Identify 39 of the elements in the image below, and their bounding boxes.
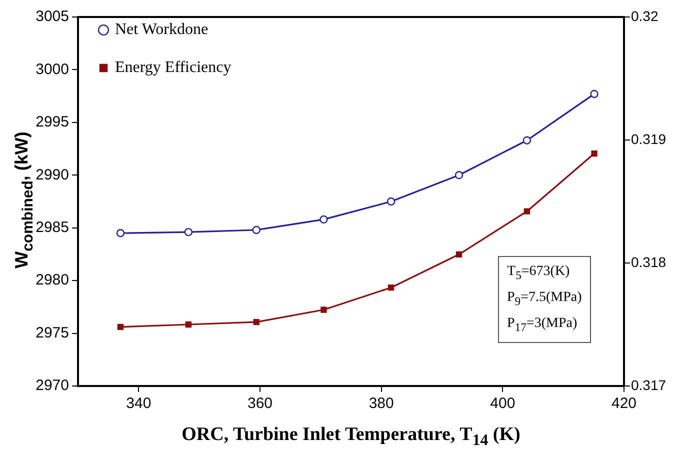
point (590, 90, 598, 98)
x-tick-label: 420 (611, 395, 637, 412)
point (591, 150, 598, 157)
y-tick-label: 2985 (36, 219, 69, 236)
x-tick-label: 340 (126, 395, 152, 412)
point (320, 306, 327, 313)
point (524, 208, 530, 214)
x-axis-title: ORC, Turbine Inlet Temperature, T$_{14}$ (K) (180, 424, 522, 450)
legend-label: Net Workdone (115, 21, 208, 38)
point (185, 321, 192, 328)
annotation: P$_{9}$=7.5(MPa) (507, 288, 582, 310)
point (454, 171, 464, 180)
y2-tick-label: 0.317 (631, 376, 666, 393)
annotation: P$_{17}$=3(MPa) (507, 314, 578, 336)
y-tick-label: 2980 (36, 272, 69, 289)
y2-tick-label: 0.32 (631, 8, 658, 24)
point (253, 318, 260, 326)
x-tick-label: 400 (490, 395, 516, 412)
y-tick-label: 2990 (36, 166, 69, 184)
x-tick-label: 380 (368, 395, 394, 412)
y-tick-label: 2970 (36, 377, 69, 394)
y-tick-label: 2995 (36, 114, 69, 131)
y2-tick-label: 0.319 (631, 130, 666, 147)
point (320, 215, 328, 224)
point (522, 136, 532, 144)
point (117, 324, 124, 330)
y2-tick-label: 0.318 (631, 254, 666, 270)
annotation: T$_{5}$=673(K) (507, 263, 571, 284)
point (116, 229, 125, 238)
legend-label: Energy Efficiency (115, 59, 232, 76)
y-tick-label: 2975 (36, 324, 69, 342)
point (184, 228, 193, 236)
point (388, 284, 394, 291)
point (456, 251, 462, 258)
point (386, 197, 396, 206)
x-tick-label: 360 (247, 395, 273, 412)
y-tick-label: 3000 (36, 60, 69, 78)
y-tick-label: 3005 (36, 8, 69, 26)
point (252, 226, 260, 234)
